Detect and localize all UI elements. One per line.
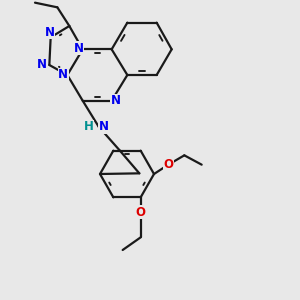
Text: N: N [58, 68, 68, 82]
Text: N: N [45, 26, 55, 39]
Text: H: H [84, 120, 94, 133]
Text: O: O [136, 206, 146, 218]
Text: N: N [111, 94, 121, 107]
Text: N: N [37, 58, 47, 71]
Text: N: N [74, 42, 84, 55]
Text: N: N [99, 120, 109, 133]
Text: O: O [163, 158, 173, 171]
